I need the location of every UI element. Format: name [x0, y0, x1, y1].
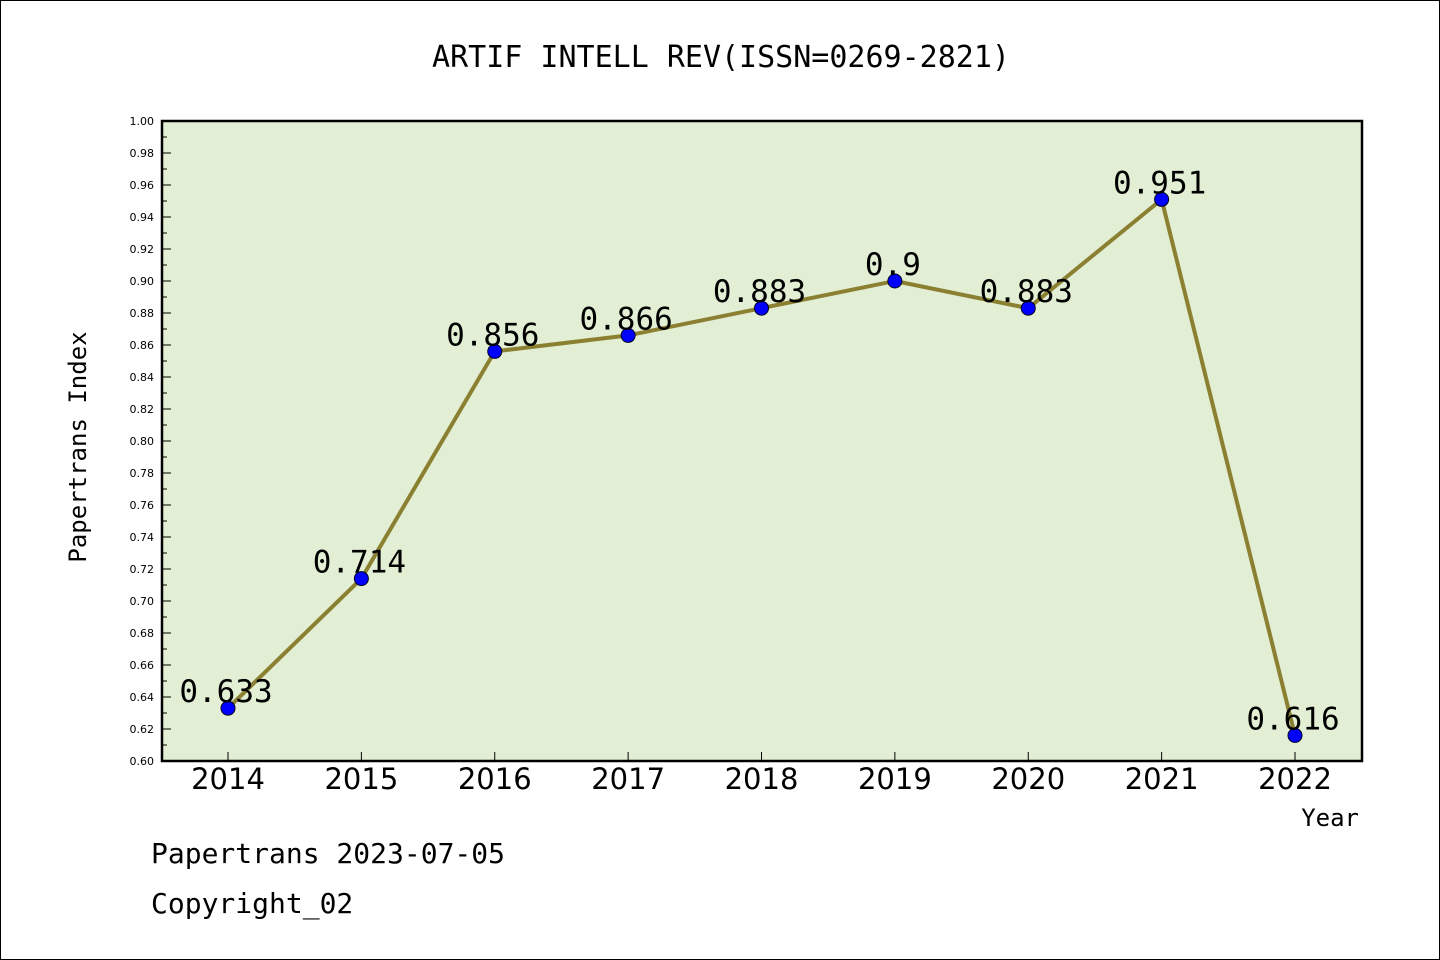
y-tick-label: 0.96	[130, 179, 155, 192]
x-tick-label: 2016	[458, 762, 532, 796]
y-tick-label: 0.86	[130, 339, 155, 352]
y-tick-label: 0.90	[130, 275, 155, 288]
footer-copyright: Copyright_02	[151, 887, 354, 920]
series-papertrans-index	[220, 191, 1303, 743]
data-label-2020: 0.883	[980, 274, 1073, 310]
y-tick-label: 1.00	[130, 115, 155, 128]
data-point-2021	[1154, 191, 1170, 207]
x-tick-label: 2020	[991, 762, 1065, 796]
footer-date: Papertrans 2023-07-05	[151, 837, 506, 870]
y-tick-label: 0.80	[130, 435, 155, 448]
y-axis-label: Papertrans Index	[64, 331, 92, 562]
x-tick-label: 2019	[858, 762, 932, 796]
plot-area	[160, 119, 1364, 763]
data-label-2021: 0.951	[1113, 165, 1206, 201]
x-tick-label: 2021	[1125, 762, 1199, 796]
y-tick-label: 0.82	[130, 403, 155, 416]
data-point-2022	[1287, 727, 1303, 743]
data-label-2015: 0.714	[313, 545, 406, 581]
y-tick-label: 0.98	[130, 147, 155, 160]
x-tick-label: 2018	[725, 762, 799, 796]
y-tick-label: 0.72	[130, 563, 155, 576]
data-point-2017	[620, 327, 636, 343]
data-point-2015	[353, 571, 369, 587]
data-label-2016: 0.856	[446, 317, 539, 353]
y-tick-label: 0.94	[130, 211, 155, 224]
x-tick-label: 2014	[191, 762, 265, 796]
data-point-2016	[487, 343, 503, 359]
y-tick-label: 0.68	[130, 627, 155, 640]
data-point-2014	[220, 700, 236, 716]
x-axis-ticks: 2014 2015 2016 2017 2018 2019 2020 2021 2022	[191, 752, 1332, 796]
y-tick-label: 0.74	[130, 531, 155, 544]
chart-title: ARTIF INTELL REV(ISSN=0269-2821)	[432, 40, 1010, 75]
x-tick-label: 2022	[1258, 762, 1332, 796]
y-tick-label: 0.84	[130, 371, 155, 384]
y-tick-label: 0.78	[130, 467, 155, 480]
data-label-2017: 0.866	[579, 301, 672, 337]
data-point-2019	[887, 273, 903, 289]
data-labels: 0.633 0.714 0.856 0.866 0.883 0.9 0.883 0.951 0.…	[179, 165, 1339, 737]
y-tick-label: 0.66	[130, 659, 155, 672]
y-tick-label: 0.92	[130, 243, 155, 256]
x-tick-label: 2015	[324, 762, 398, 796]
data-label-2022: 0.616	[1246, 701, 1339, 737]
data-point-2020	[1020, 300, 1036, 316]
x-axis-label: Year	[1301, 804, 1359, 832]
data-point-2018	[754, 300, 769, 316]
data-label-2019: 0.9	[865, 247, 921, 283]
y-tick-label: 0.64	[130, 691, 155, 704]
data-label-2014: 0.633	[179, 674, 272, 710]
y-tick-label: 0.70	[130, 595, 155, 608]
y-tick-label: 0.62	[130, 723, 155, 736]
x-tick-label: 2017	[591, 762, 665, 796]
y-tick-label: 0.88	[130, 307, 155, 320]
y-tick-label: 0.60	[130, 755, 155, 768]
y-tick-label: 0.76	[130, 499, 155, 512]
y-axis-ticks: 0.60 0.62 0.64 0.66 0.68 0.70 0.72 0.74 0.76 0.78…	[130, 115, 171, 768]
data-label-2018: 0.883	[713, 274, 806, 310]
